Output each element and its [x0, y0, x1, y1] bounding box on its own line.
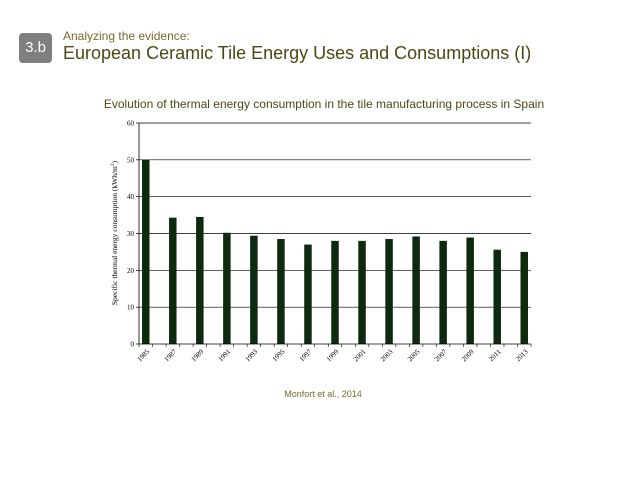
- x-tick-label: 1991: [217, 347, 233, 363]
- x-tick-label: 2013: [514, 347, 530, 363]
- y-tick-label: 60: [127, 120, 135, 128]
- y-tick-label: 40: [127, 193, 135, 201]
- x-tick-label: 2005: [406, 347, 422, 363]
- y-tick-label: 0: [131, 341, 135, 349]
- bar-2005: [412, 236, 420, 344]
- y-tick-label: 50: [127, 156, 135, 164]
- section-badge: 3.b: [19, 33, 52, 63]
- bar-2001: [358, 240, 366, 344]
- y-tick-label: 20: [127, 267, 135, 275]
- y-axis-label: Specific thermal energy consumption (kWh…: [110, 160, 119, 305]
- x-tick-label: 1997: [298, 347, 314, 363]
- x-tick-label: 1999: [325, 347, 341, 363]
- chart-title: Evolution of thermal energy consumption …: [103, 97, 545, 111]
- y-tick-label: 10: [127, 304, 135, 312]
- bar-1997: [304, 244, 312, 344]
- y-tick-label: 30: [127, 230, 135, 238]
- bars: [142, 159, 528, 344]
- x-tick-label: 1987: [163, 347, 179, 363]
- x-tick-label: 1985: [136, 347, 152, 363]
- x-tick-label: 2003: [379, 347, 395, 363]
- x-tick-label: 2001: [352, 347, 368, 363]
- bar-1995: [277, 239, 285, 344]
- bar-2003: [385, 239, 393, 344]
- bar-1999: [331, 240, 339, 344]
- bar-1991: [223, 232, 231, 344]
- slide-subtitle: Analyzing the evidence:: [63, 29, 190, 43]
- x-tick-label: 1993: [244, 347, 260, 363]
- x-tick-label: 1995: [271, 347, 287, 363]
- x-tick-label: 2011: [487, 347, 503, 363]
- bar-2011: [493, 249, 501, 344]
- slide-title: European Ceramic Tile Energy Uses and Co…: [63, 43, 532, 63]
- bar-1987: [169, 217, 177, 344]
- x-tick-label: 2009: [460, 347, 476, 363]
- x-tick-label: 2007: [433, 347, 449, 363]
- axes: [136, 122, 532, 347]
- bar-1985: [142, 159, 150, 344]
- x-tick-label: 1989: [190, 347, 206, 363]
- bar-1993: [250, 235, 258, 344]
- source-citation: Monfort et al., 2014: [284, 389, 362, 399]
- bar-1989: [196, 216, 204, 344]
- bar-2007: [439, 240, 447, 344]
- bar-2009: [466, 237, 474, 344]
- bar-2013: [520, 251, 528, 344]
